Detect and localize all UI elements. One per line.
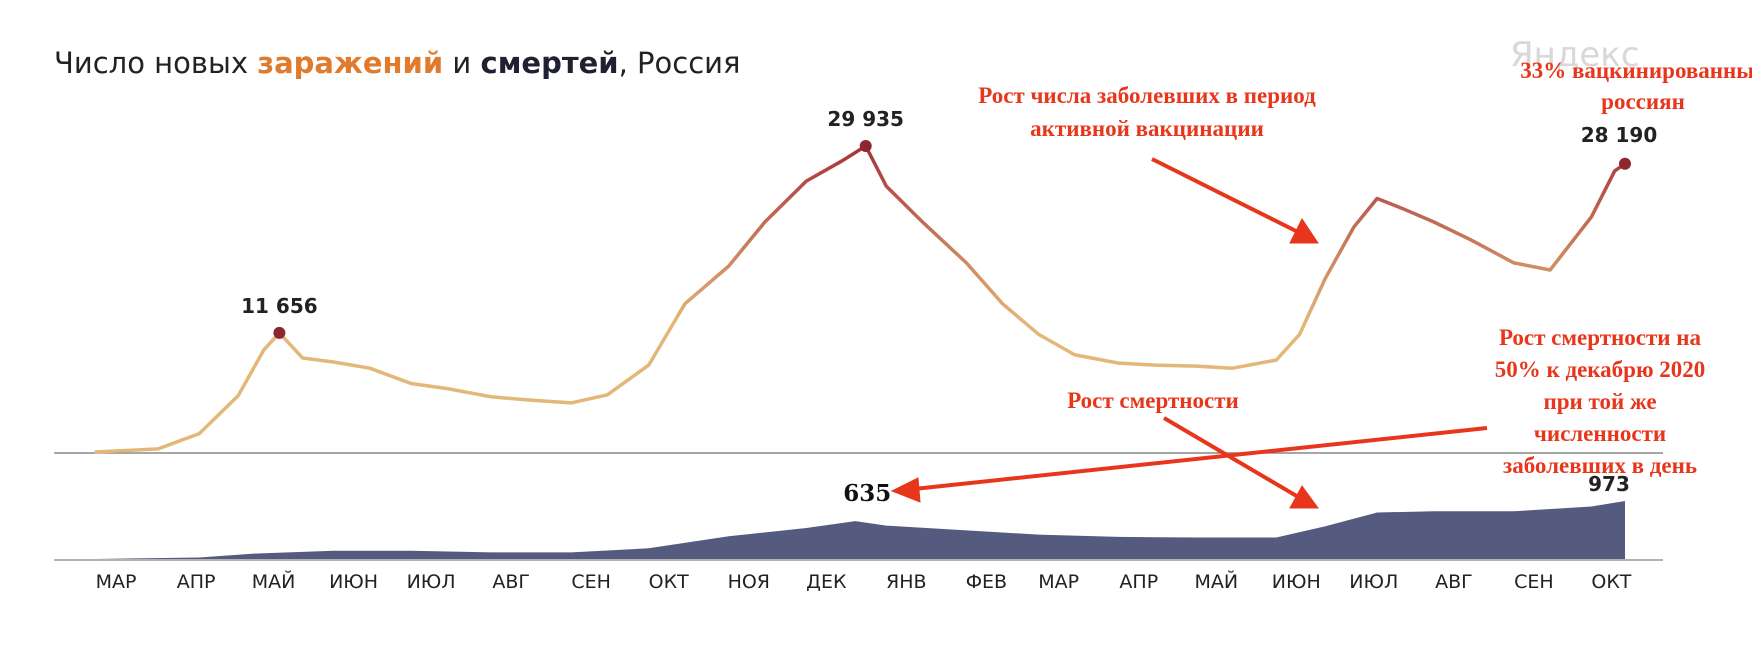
annotation-vaccination-line-2: активной вакцинации <box>1030 116 1264 141</box>
x-tick-label: ЯНВ <box>886 571 927 593</box>
annotation-mortality-dec-line-2: 50% к декабрю 2020 <box>1495 357 1706 382</box>
arrow-mortality-dec-head <box>890 477 921 503</box>
annotation-vaccination-line-1: Рост числа заболевших в период <box>978 83 1316 108</box>
arrow-vaccination-head <box>1289 218 1319 244</box>
peak-markers: 11 656 29 935 28 190 635 973 <box>241 107 1657 507</box>
cases-series <box>94 144 1627 454</box>
peak-dot <box>1619 157 1631 170</box>
annotation-mortality-dec-line-1: Рост смертности на <box>1499 325 1702 350</box>
annotation-vaccinated-line-2: россиян <box>1601 89 1685 114</box>
peak-dot <box>859 140 872 152</box>
title-part-5: , Россия <box>619 46 741 80</box>
x-tick-label: АВГ <box>492 571 530 593</box>
deaths-series <box>96 501 1625 559</box>
x-tick-label: ИЮЛ <box>407 571 456 593</box>
annotation-mortality: Рост смертности <box>1067 388 1239 413</box>
x-tick-label: НОЯ <box>728 571 770 593</box>
peak-label: 29 935 <box>827 107 904 131</box>
arrow-vaccination <box>1151 157 1301 235</box>
x-tick-label: СЕН <box>571 571 611 593</box>
x-tick-label: АВГ <box>1435 571 1473 593</box>
x-tick-label: ОКТ <box>1591 571 1631 593</box>
x-tick-label: ИЮН <box>1272 571 1321 593</box>
peak-label: 973 <box>1588 472 1630 496</box>
arrow-mortality-head <box>1289 485 1319 509</box>
annotation-mortality-dec-line-5: заболевших в день <box>1503 453 1697 478</box>
arrow-mortality-dec <box>913 426 1488 491</box>
x-tick-label: МАЙ <box>1194 570 1238 593</box>
title-infections: заражений <box>257 46 443 80</box>
arrow-mortality <box>1162 416 1302 500</box>
yandex-watermark: Яндекс <box>1510 35 1640 75</box>
x-tick-label: ИЮЛ <box>1349 571 1398 593</box>
x-tick-label: МАР <box>96 571 137 593</box>
annotation-mortality-dec-line-3: при той же <box>1543 389 1656 414</box>
title-part-1: Число новых <box>54 46 257 80</box>
x-tick-label: МАР <box>1038 571 1079 593</box>
chart-title: Число новых заражений и смертей, Россия <box>54 46 740 80</box>
peak-label: 635 <box>843 480 891 507</box>
x-tick-label: ИЮН <box>329 571 378 593</box>
x-tick-label: АПР <box>177 571 216 593</box>
peak-dot <box>273 326 286 339</box>
x-tick-label: МАЙ <box>252 570 296 593</box>
peak-label: 11 656 <box>241 294 318 318</box>
cases-line <box>94 144 1627 454</box>
title-deaths: смертей <box>481 46 619 80</box>
x-tick-label: ОКТ <box>649 571 689 593</box>
x-tick-label: ДЕК <box>806 571 847 593</box>
title-part-3: и <box>443 46 480 80</box>
x-tick-label: ФЕВ <box>966 571 1007 593</box>
annotation-vaccinated-line-1: 33% вацкинированных <box>1520 58 1752 83</box>
x-axis-ticks: МАР АПР МАЙ ИЮН ИЮЛ АВГ СЕН ОКТ НОЯ ДЕК ЯНВ ФЕВ МАР А… <box>96 570 1632 593</box>
x-tick-label: СЕН <box>1514 571 1554 593</box>
x-tick-label: АПР <box>1119 571 1158 593</box>
peak-label: 28 190 <box>1581 123 1658 147</box>
annotation-mortality-dec-line-4: численности <box>1534 421 1666 446</box>
deaths-area <box>96 501 1625 559</box>
